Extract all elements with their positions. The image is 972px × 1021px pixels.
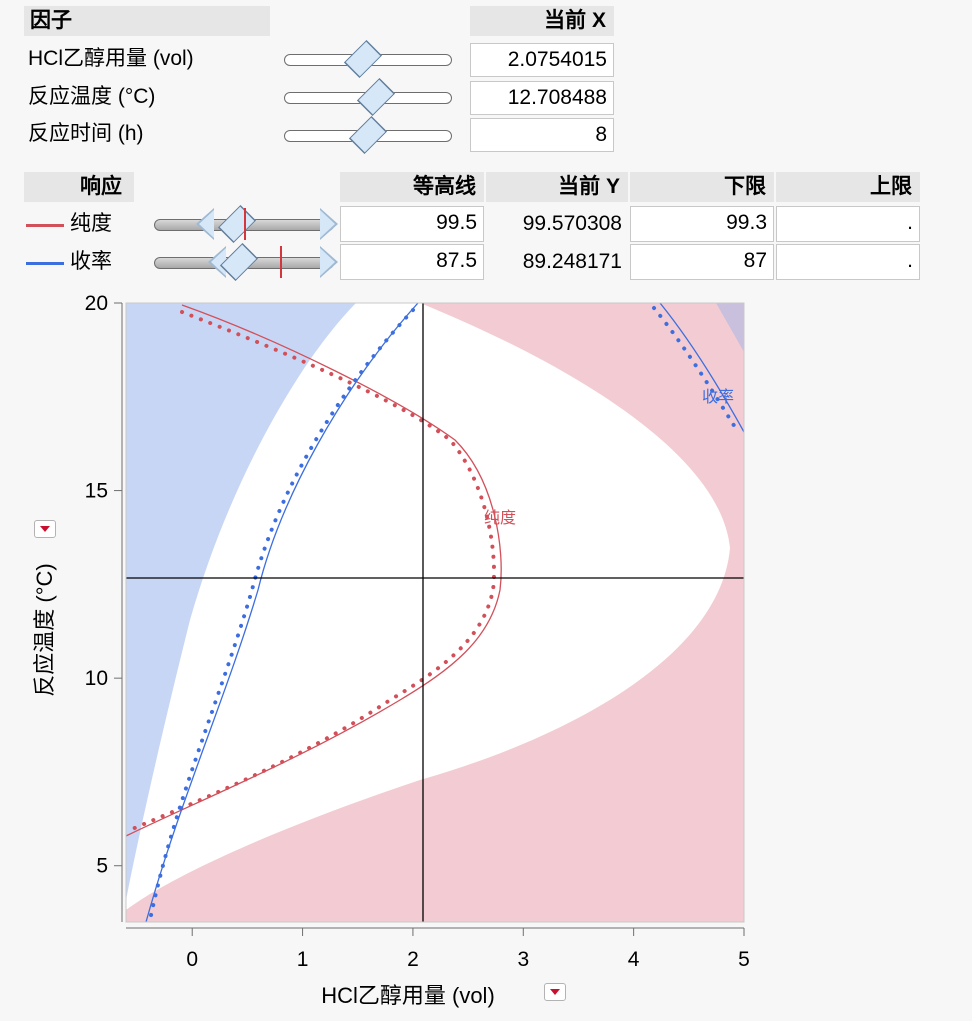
contour-label-yield: 收率 <box>702 388 734 406</box>
x-tick-label: 2 <box>407 948 419 971</box>
factor-header-name: 因子 <box>24 6 270 36</box>
x-tick-label: 5 <box>738 948 750 971</box>
yield-contour-dots <box>148 308 415 922</box>
y-tick-label: 20 <box>85 292 108 315</box>
purity-contour-line <box>126 304 502 837</box>
y-axis-ticks: 5 10 15 20 <box>85 292 122 878</box>
response-header-contour: 等高线 <box>340 172 484 202</box>
plot-frame <box>125 302 745 923</box>
factor-header-current-x: 当前 X <box>470 6 614 36</box>
response-slider-yield-high-handle[interactable] <box>320 246 338 278</box>
response-slider-yield-low-handle[interactable] <box>208 246 226 278</box>
response-slider-purity-low-handle[interactable] <box>196 208 214 240</box>
y-tick-label: 15 <box>85 480 108 503</box>
response-label-yield: 收率 <box>70 250 112 273</box>
response-slider-purity-high-handle[interactable] <box>320 208 338 240</box>
response-slider-yield-current-mark <box>280 246 282 278</box>
response-header-upper: 上限 <box>776 172 920 202</box>
response-lower-purity[interactable]: 99.3 <box>630 206 774 242</box>
yield-contour-line-right <box>659 303 744 433</box>
response-label-purity: 纯度 <box>70 212 112 235</box>
purity-contour-dots <box>128 310 497 832</box>
x-tick-label: 0 <box>186 948 198 971</box>
response-header-lower: 下限 <box>630 172 774 202</box>
factor-value-temp[interactable]: 12.708488 <box>470 81 614 115</box>
x-axis-title: HCl乙醇用量 (vol) <box>321 983 495 1008</box>
legend-swatch-purity <box>26 224 64 227</box>
factor-value-time[interactable]: 8 <box>470 118 614 152</box>
x-tick-label: 3 <box>517 948 529 971</box>
response-header-current-y: 当前 Y <box>486 172 628 202</box>
factor-value-hcl[interactable]: 2.0754015 <box>470 43 614 77</box>
yield-shade-region-left <box>126 303 356 900</box>
response-contour-yield[interactable]: 87.5 <box>340 244 484 280</box>
x-axis-menu-button[interactable] <box>544 983 566 1001</box>
response-current-y-purity: 99.570308 <box>522 212 622 235</box>
x-tick-label: 4 <box>628 948 640 971</box>
x-tick-label: 1 <box>297 948 309 971</box>
response-lower-yield[interactable]: 87 <box>630 244 774 280</box>
factor-label-hcl: HCl乙醇用量 (vol) <box>28 47 194 70</box>
y-axis-title: 反应温度 (°C) <box>32 563 57 696</box>
response-slider-purity-current-mark <box>244 208 246 240</box>
yield-shade-region-right <box>716 303 744 352</box>
response-upper-purity[interactable]: . <box>776 206 920 242</box>
response-current-y-yield: 89.248171 <box>522 250 622 273</box>
purity-shade-region <box>126 303 744 922</box>
yield-contour-line <box>145 303 419 922</box>
factor-label-time: 反应时间 (h) <box>28 122 144 145</box>
response-contour-purity[interactable]: 99.5 <box>340 206 484 242</box>
x-axis-ticks: 0 1 2 3 4 5 <box>186 928 750 971</box>
contour-label-purity: 纯度 <box>484 509 516 527</box>
y-tick-label: 5 <box>96 855 108 878</box>
response-upper-yield[interactable]: . <box>776 244 920 280</box>
yield-contour-dots-right <box>652 306 740 434</box>
response-header-name: 响应 <box>24 172 134 202</box>
y-tick-label: 10 <box>85 667 108 690</box>
legend-swatch-yield <box>26 262 64 265</box>
factor-label-temp: 反应温度 (°C) <box>28 85 156 108</box>
y-axis-menu-button[interactable] <box>34 520 56 538</box>
